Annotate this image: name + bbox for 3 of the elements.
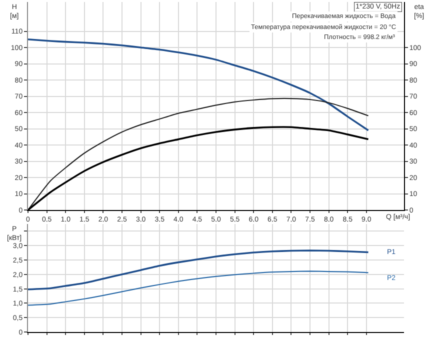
- line-series: [28, 270, 369, 306]
- line-series: [28, 250, 370, 290]
- line-series: [28, 38, 370, 132]
